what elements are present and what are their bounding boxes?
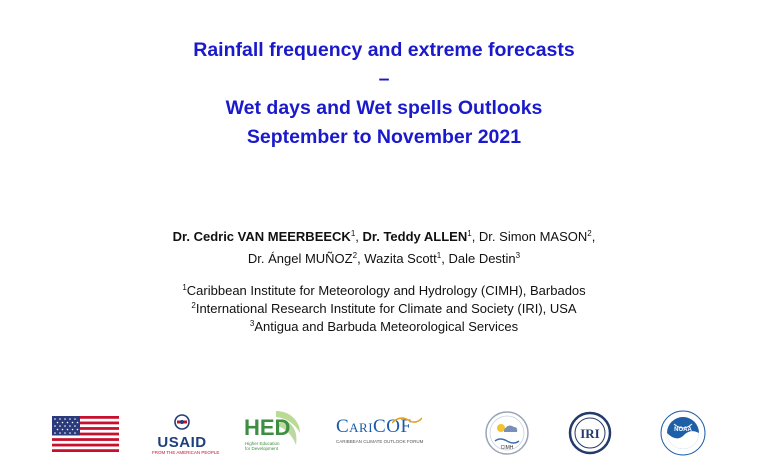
author-affil: 1 bbox=[436, 251, 442, 260]
us-flag-icon bbox=[52, 416, 119, 452]
author-sep: , bbox=[591, 229, 596, 244]
affiliation-2: 2International Research Institute for Cl… bbox=[0, 300, 768, 318]
authors-block: Dr. Cedric VAN MEERBEECK1, Dr. Teddy ALL… bbox=[0, 226, 768, 270]
affiliation-text: Caribbean Institute for Meteorology and … bbox=[186, 283, 586, 298]
affiliation-3: 3Antigua and Barbuda Meteorological Serv… bbox=[0, 318, 768, 336]
noaa-label: NOAA bbox=[674, 427, 692, 433]
cimh-logo: CIMH bbox=[485, 411, 529, 455]
affiliations-block: 1Caribbean Institute for Meteorology and… bbox=[0, 282, 768, 336]
caricof-wordmark: CariCOF bbox=[336, 416, 412, 437]
noaa-logo: NOAA bbox=[660, 410, 706, 456]
title-line-3: Wet days and Wet spells Outlooks bbox=[225, 97, 543, 119]
author-affil: 3 bbox=[515, 251, 521, 260]
author-name: Dr. Cedric VAN MEERBEECK bbox=[172, 229, 351, 244]
iri-label: IRI bbox=[580, 426, 600, 441]
affiliation-number: 2 bbox=[191, 301, 196, 310]
caricof-wave-icon bbox=[392, 417, 422, 424]
author-sep: , bbox=[441, 251, 449, 266]
hed-tagline-1: Higher Education bbox=[245, 441, 280, 446]
author-name: Dr. Ángel MUÑOZ bbox=[247, 251, 353, 266]
hed-leaf-icon bbox=[276, 411, 300, 445]
author-sep: , bbox=[355, 229, 363, 244]
affiliation-1: 1Caribbean Institute for Meteorology and… bbox=[0, 282, 768, 300]
affiliation-text: Antigua and Barbuda Meteorological Servi… bbox=[254, 319, 519, 334]
authors-line-2: Dr. Ángel MUÑOZ2, Wazita Scott1, Dale De… bbox=[0, 248, 768, 270]
author-affil: 2 bbox=[587, 229, 592, 238]
title-line-4: September to November 2021 bbox=[246, 126, 522, 148]
document-title: Rainfall frequency and extreme forecasts… bbox=[0, 36, 768, 152]
author-affil: 1 bbox=[350, 229, 356, 238]
author-affil: 1 bbox=[467, 229, 472, 238]
title-line-2: – bbox=[378, 68, 390, 90]
cimh-label: CIMH bbox=[501, 445, 514, 451]
affiliation-text: International Research Institute for Cli… bbox=[195, 301, 577, 316]
affiliation-number: 1 bbox=[182, 283, 187, 292]
usaid-seal-icon bbox=[174, 414, 190, 430]
title-line-1: Rainfall frequency and extreme forecasts bbox=[193, 39, 575, 61]
caricof-tagline: CARIBBEAN CLIMATE OUTLOOK FORUM bbox=[336, 439, 424, 444]
author-sep: , bbox=[471, 229, 479, 244]
hed-tagline-2: for Development bbox=[245, 446, 279, 451]
author-sep: , bbox=[357, 251, 365, 266]
author-name: Dr. Simon MASON bbox=[478, 229, 588, 244]
usaid-wordmark: USAID bbox=[157, 434, 207, 451]
author-name: Wazita Scott bbox=[364, 251, 437, 266]
hed-wordmark: HED bbox=[244, 415, 291, 440]
usaid-logo: USAID FROM THE AMERICAN PEOPLE bbox=[152, 414, 220, 455]
author-affil: 2 bbox=[352, 251, 358, 260]
hed-logo: HED Higher Education for Development bbox=[242, 409, 302, 461]
iri-logo: IRI bbox=[568, 411, 612, 455]
logo-bar: USAID FROM THE AMERICAN PEOPLE HED Highe… bbox=[0, 405, 768, 465]
author-name: Dale Destin bbox=[448, 251, 516, 266]
author-name: Dr. Teddy ALLEN bbox=[362, 229, 468, 244]
affiliation-number: 3 bbox=[249, 319, 255, 328]
authors-line-1: Dr. Cedric VAN MEERBEECK1, Dr. Teddy ALL… bbox=[0, 226, 768, 248]
caricof-logo: CariCOF CARIBBEAN CLIMATE OUTLOOK FORUM bbox=[336, 415, 432, 444]
usaid-tagline: FROM THE AMERICAN PEOPLE bbox=[152, 450, 220, 455]
